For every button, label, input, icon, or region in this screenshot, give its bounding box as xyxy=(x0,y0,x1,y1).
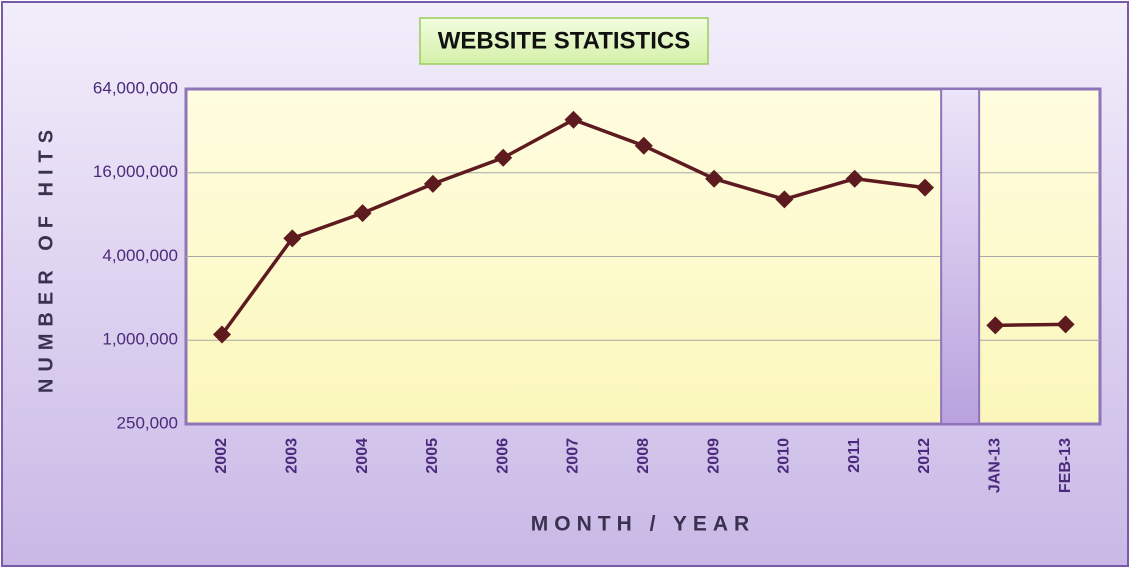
x-tick-label: 2005 xyxy=(424,438,441,474)
y-tick-label: 4,000,000 xyxy=(102,246,178,265)
marker xyxy=(634,136,653,155)
marker xyxy=(986,316,1005,335)
chart-title: WEBSITE STATISTICS xyxy=(438,27,690,54)
marker xyxy=(1056,315,1075,334)
title-box xyxy=(419,17,709,65)
x-tick-label: 2006 xyxy=(494,438,511,474)
y-axis-label: NUMBER OF HITS xyxy=(35,123,57,393)
y-tick-label: 64,000,000 xyxy=(93,78,178,97)
marker xyxy=(845,169,864,188)
marker xyxy=(353,204,372,223)
y-tick-label: 250,000 xyxy=(117,413,178,432)
marker xyxy=(775,190,794,209)
x-tick-label: 2003 xyxy=(284,438,301,474)
x-tick-label: 2012 xyxy=(916,438,933,474)
x-axis-label: MONTH / YEAR xyxy=(531,513,755,536)
y-tick-label: 16,000,000 xyxy=(93,162,178,181)
marker xyxy=(564,110,583,129)
x-tick-label: FEB-13 xyxy=(1057,438,1074,493)
line xyxy=(995,322,1066,328)
x-tick-label: JAN-13 xyxy=(987,438,1004,493)
marker xyxy=(423,174,442,193)
y-tick-label: 1,000,000 xyxy=(102,330,178,349)
marker xyxy=(283,229,302,248)
x-tick-label: 2009 xyxy=(705,438,722,474)
x-tick-label: 2011 xyxy=(846,438,863,473)
marker xyxy=(213,325,231,344)
marker xyxy=(494,148,513,167)
x-tick-label: 2008 xyxy=(635,438,652,474)
x-tick-label: 2004 xyxy=(354,438,371,474)
marker xyxy=(916,178,934,197)
x-tick-label: 2007 xyxy=(565,438,582,474)
separator-band xyxy=(940,88,981,425)
x-tick-label: 2010 xyxy=(776,438,793,474)
x-tick-label: 2002 xyxy=(213,438,230,474)
marker xyxy=(705,169,724,188)
